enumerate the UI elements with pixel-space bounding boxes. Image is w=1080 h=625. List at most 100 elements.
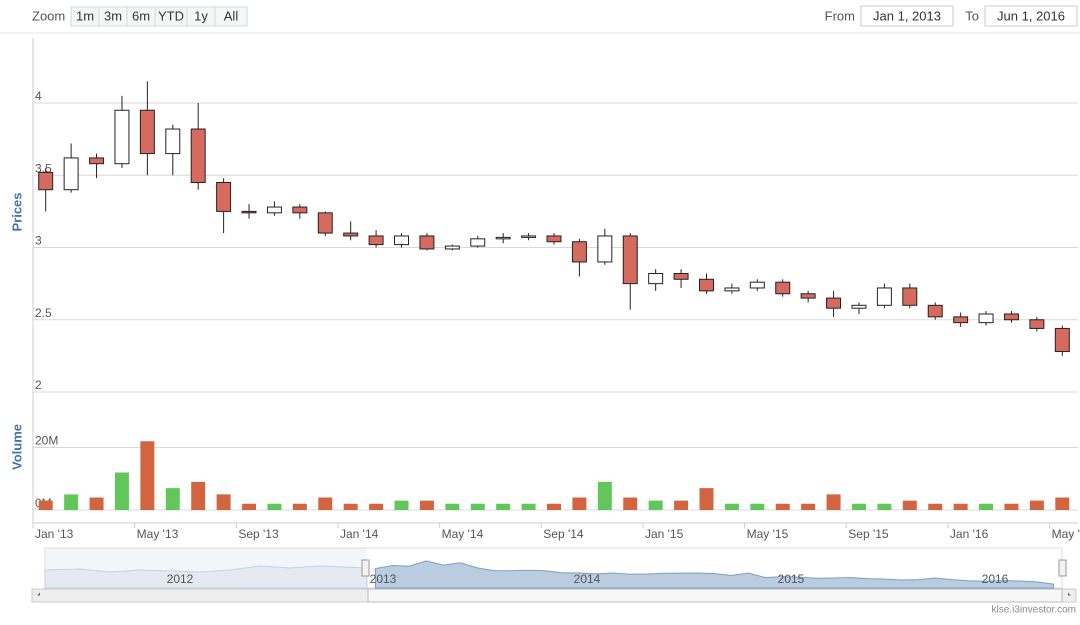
volume-bar [674,500,689,510]
to-label: To [965,8,979,23]
candle-body [63,157,79,191]
volume-bar [140,441,155,510]
volume-bar [826,494,841,510]
candle-body [241,210,257,214]
volume-bar [877,503,892,510]
candle-body [876,287,892,306]
from-value[interactable]: Jan 1, 2013 [873,8,941,23]
volume-bar [292,503,307,510]
volume-bar [979,503,994,510]
volume-bar [114,472,129,510]
navigator-history [44,565,368,589]
volume-bar [369,503,384,510]
volume-bar [902,500,917,510]
volume-bar [521,503,536,510]
zoom-button-label[interactable]: YTD [158,8,184,23]
candle-body [470,238,486,247]
y-tick-label: 2.5 [35,306,52,320]
volume-bar [216,494,231,510]
zoom-button-label[interactable]: 3m [104,8,122,23]
candle-body [190,128,206,183]
candle-body [902,287,918,306]
candle-body [317,212,333,234]
x-tick-label: Sep '14 [543,527,584,541]
zoom-button[interactable] [214,6,248,27]
candle-body [953,316,969,324]
zoom-label: Zoom [32,8,65,23]
volume-bar [750,503,765,510]
volume-bar [89,497,104,510]
candle-body [89,157,105,165]
x-tick-label: Sep '13 [238,527,279,541]
volume-bar [394,500,409,510]
candle-body [826,297,842,309]
to-value[interactable]: Jun 1, 2016 [997,8,1065,23]
x-tick-label: May '16 [1052,527,1080,541]
y2-tick-label: 20M [35,434,58,448]
volume-bar [648,500,663,510]
candle-body [698,278,714,292]
candle-body [114,109,130,165]
candle-body [724,287,740,292]
volume-bar [64,494,79,510]
candle-body [38,171,54,191]
to-input[interactable] [984,5,1078,27]
y-axis-title: Prices [9,192,24,231]
candle-body [622,235,638,285]
volume-bar [343,503,358,510]
navigator-handle[interactable] [1058,559,1067,577]
volume-bar [928,503,943,510]
navigator-handle[interactable] [361,559,370,577]
candle-body [1029,319,1045,329]
volume-bar [572,497,587,510]
candle-body [1003,313,1019,321]
candle-body [1054,327,1070,353]
candle-body [266,206,282,214]
candle-body [292,206,308,214]
candle-body [139,109,155,155]
zoom-button-label[interactable]: 1y [194,8,208,23]
navigator: 2012 2013 2014 2015 2016 [31,547,1077,603]
candle-body [546,235,562,243]
candle-body [648,273,664,285]
volume-bar [242,503,257,510]
zoom-button-label[interactable]: 6m [132,8,150,23]
navigator-label: 2015 [778,572,805,586]
volume-bar [1004,503,1019,510]
candle-body [394,235,410,246]
candle-body [343,232,359,237]
navigator-label: 2013 [370,572,397,586]
zoom-button-label[interactable]: All [224,8,239,23]
candle-body [978,313,994,324]
candle-body [775,281,791,295]
volume-bar [445,503,460,510]
zoom-button-label[interactable]: 1m [76,8,94,23]
volume-bar [775,503,790,510]
candle-body [521,235,537,238]
y-tick-label: 4 [35,89,42,103]
candle-body [673,273,689,280]
candle-body [165,128,181,155]
candle-body [800,293,816,299]
volume-bar [496,503,511,510]
volume-bar [1029,500,1044,510]
volume-bar [699,488,714,510]
x-tick-label: Sep '15 [848,527,889,541]
credit: klse.i3investor.com [992,605,1076,616]
x-tick-label: Jan '16 [950,527,989,541]
volume-bar [470,503,485,510]
candle-body [216,181,232,212]
volume-bar [851,503,866,510]
volume-bar [1055,497,1070,510]
x-tick-label: Jan '14 [340,527,379,541]
volume-bar [953,503,968,510]
navigator-label: 2012 [167,572,194,586]
candle-body [495,236,511,240]
y-tick-label: 3 [35,234,42,248]
candle-body [851,304,867,309]
from-input[interactable] [860,5,954,27]
scrollbar-thumb[interactable] [367,588,1063,603]
navigator-mask [45,548,367,588]
volume-bar [165,488,180,510]
